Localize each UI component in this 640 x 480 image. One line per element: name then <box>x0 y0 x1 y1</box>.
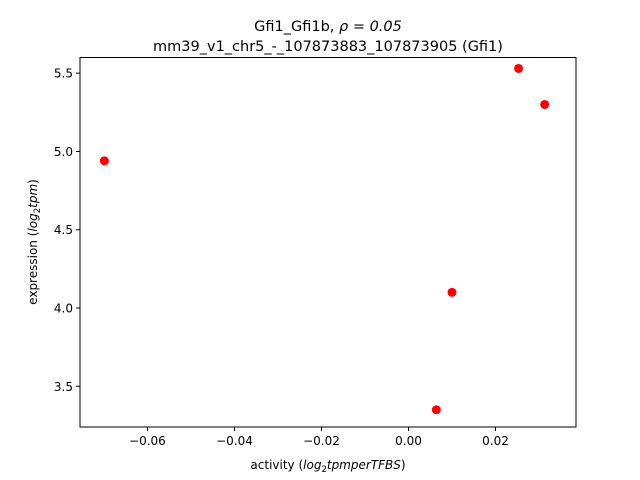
x-axis-ticks: −0.06 −0.04 −0.02 0.00 0.02 <box>129 427 509 448</box>
x-tick-label: −0.02 <box>303 434 340 448</box>
y-tick-label: 5.0 <box>54 145 73 159</box>
data-point <box>99 156 109 166</box>
data-point <box>540 99 550 109</box>
x-tick-label: 0.00 <box>395 434 422 448</box>
y-axis-ticks: 3.5 4.0 4.5 5.0 5.5 <box>54 67 80 394</box>
y-axis-label: expression (log2tpm) <box>26 179 43 305</box>
plot-area <box>79 57 577 428</box>
data-point <box>431 405 441 415</box>
y-tick-label: 3.5 <box>54 380 73 394</box>
x-axis-label: activity (log2tpmperTFBS) <box>250 458 405 475</box>
data-point <box>447 287 457 297</box>
y-tick-label: 4.0 <box>54 302 73 316</box>
x-tick-label: −0.04 <box>216 434 253 448</box>
data-point <box>514 63 524 73</box>
x-tick-label: −0.06 <box>129 434 166 448</box>
y-tick-label: 4.5 <box>54 223 73 237</box>
chart-subtitle: mm39_v1_chr5_-_107873883_107873905 (Gfi1… <box>153 39 503 55</box>
chart-title: Gfi1_Gfi1b, ρ = 0.05 <box>254 19 402 35</box>
x-tick-label: 0.02 <box>482 434 509 448</box>
y-tick-label: 5.5 <box>54 67 73 81</box>
data-points <box>99 63 550 415</box>
